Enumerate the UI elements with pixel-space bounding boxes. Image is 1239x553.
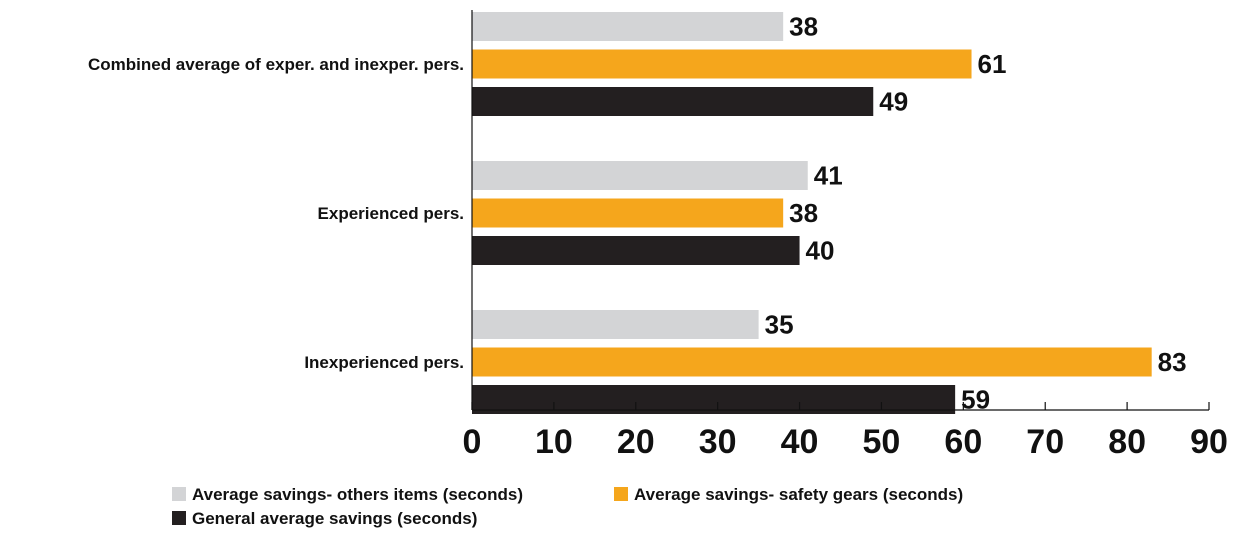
x-axis: 0 10 20 30 40 50 60 70 80 90	[463, 10, 1228, 461]
bar-value-label: 49	[879, 87, 908, 117]
x-tick-label: 30	[699, 423, 737, 461]
x-tick-label: 70	[1026, 423, 1064, 461]
x-tick-label: 80	[1108, 423, 1146, 461]
x-tick-label: 50	[863, 423, 901, 461]
bar-value-label: 40	[806, 236, 835, 266]
x-tick-label: 20	[617, 423, 655, 461]
bar-value-label: 35	[765, 310, 794, 340]
legend: Average savings- others items (seconds) A…	[172, 485, 963, 528]
legend-label: Average savings- others items (seconds)	[192, 485, 523, 504]
bar-value-label: 41	[814, 161, 843, 191]
category-label: Combined average of exper. and inexper. …	[88, 55, 464, 74]
x-tick-label: 60	[944, 423, 982, 461]
legend-swatch	[614, 487, 628, 501]
bar	[472, 198, 784, 228]
bar	[472, 236, 800, 265]
bar-value-label: 83	[1158, 347, 1187, 377]
category-label: Experienced pers.	[318, 204, 464, 223]
bar-value-label: 61	[978, 49, 1007, 79]
bar-value-label: 38	[789, 12, 818, 42]
legend-swatch	[172, 511, 186, 525]
bar	[472, 347, 1152, 377]
bar	[472, 49, 972, 79]
x-tick-label: 90	[1190, 423, 1228, 461]
legend-swatch	[172, 487, 186, 501]
bar	[472, 310, 759, 339]
x-tick-label: 10	[535, 423, 573, 461]
category-labels: Combined average of exper. and inexper. …	[88, 55, 464, 372]
legend-label: General average savings (seconds)	[192, 509, 477, 528]
x-tick-label: 0	[463, 423, 482, 461]
legend-label: Average savings- safety gears (seconds)	[634, 485, 963, 504]
bar-value-label: 38	[789, 198, 818, 228]
bar	[472, 12, 784, 41]
bar	[472, 385, 956, 414]
bar	[472, 87, 874, 116]
bar	[472, 161, 808, 190]
x-tick-label: 40	[781, 423, 819, 461]
category-label: Inexperienced pers.	[304, 353, 464, 372]
